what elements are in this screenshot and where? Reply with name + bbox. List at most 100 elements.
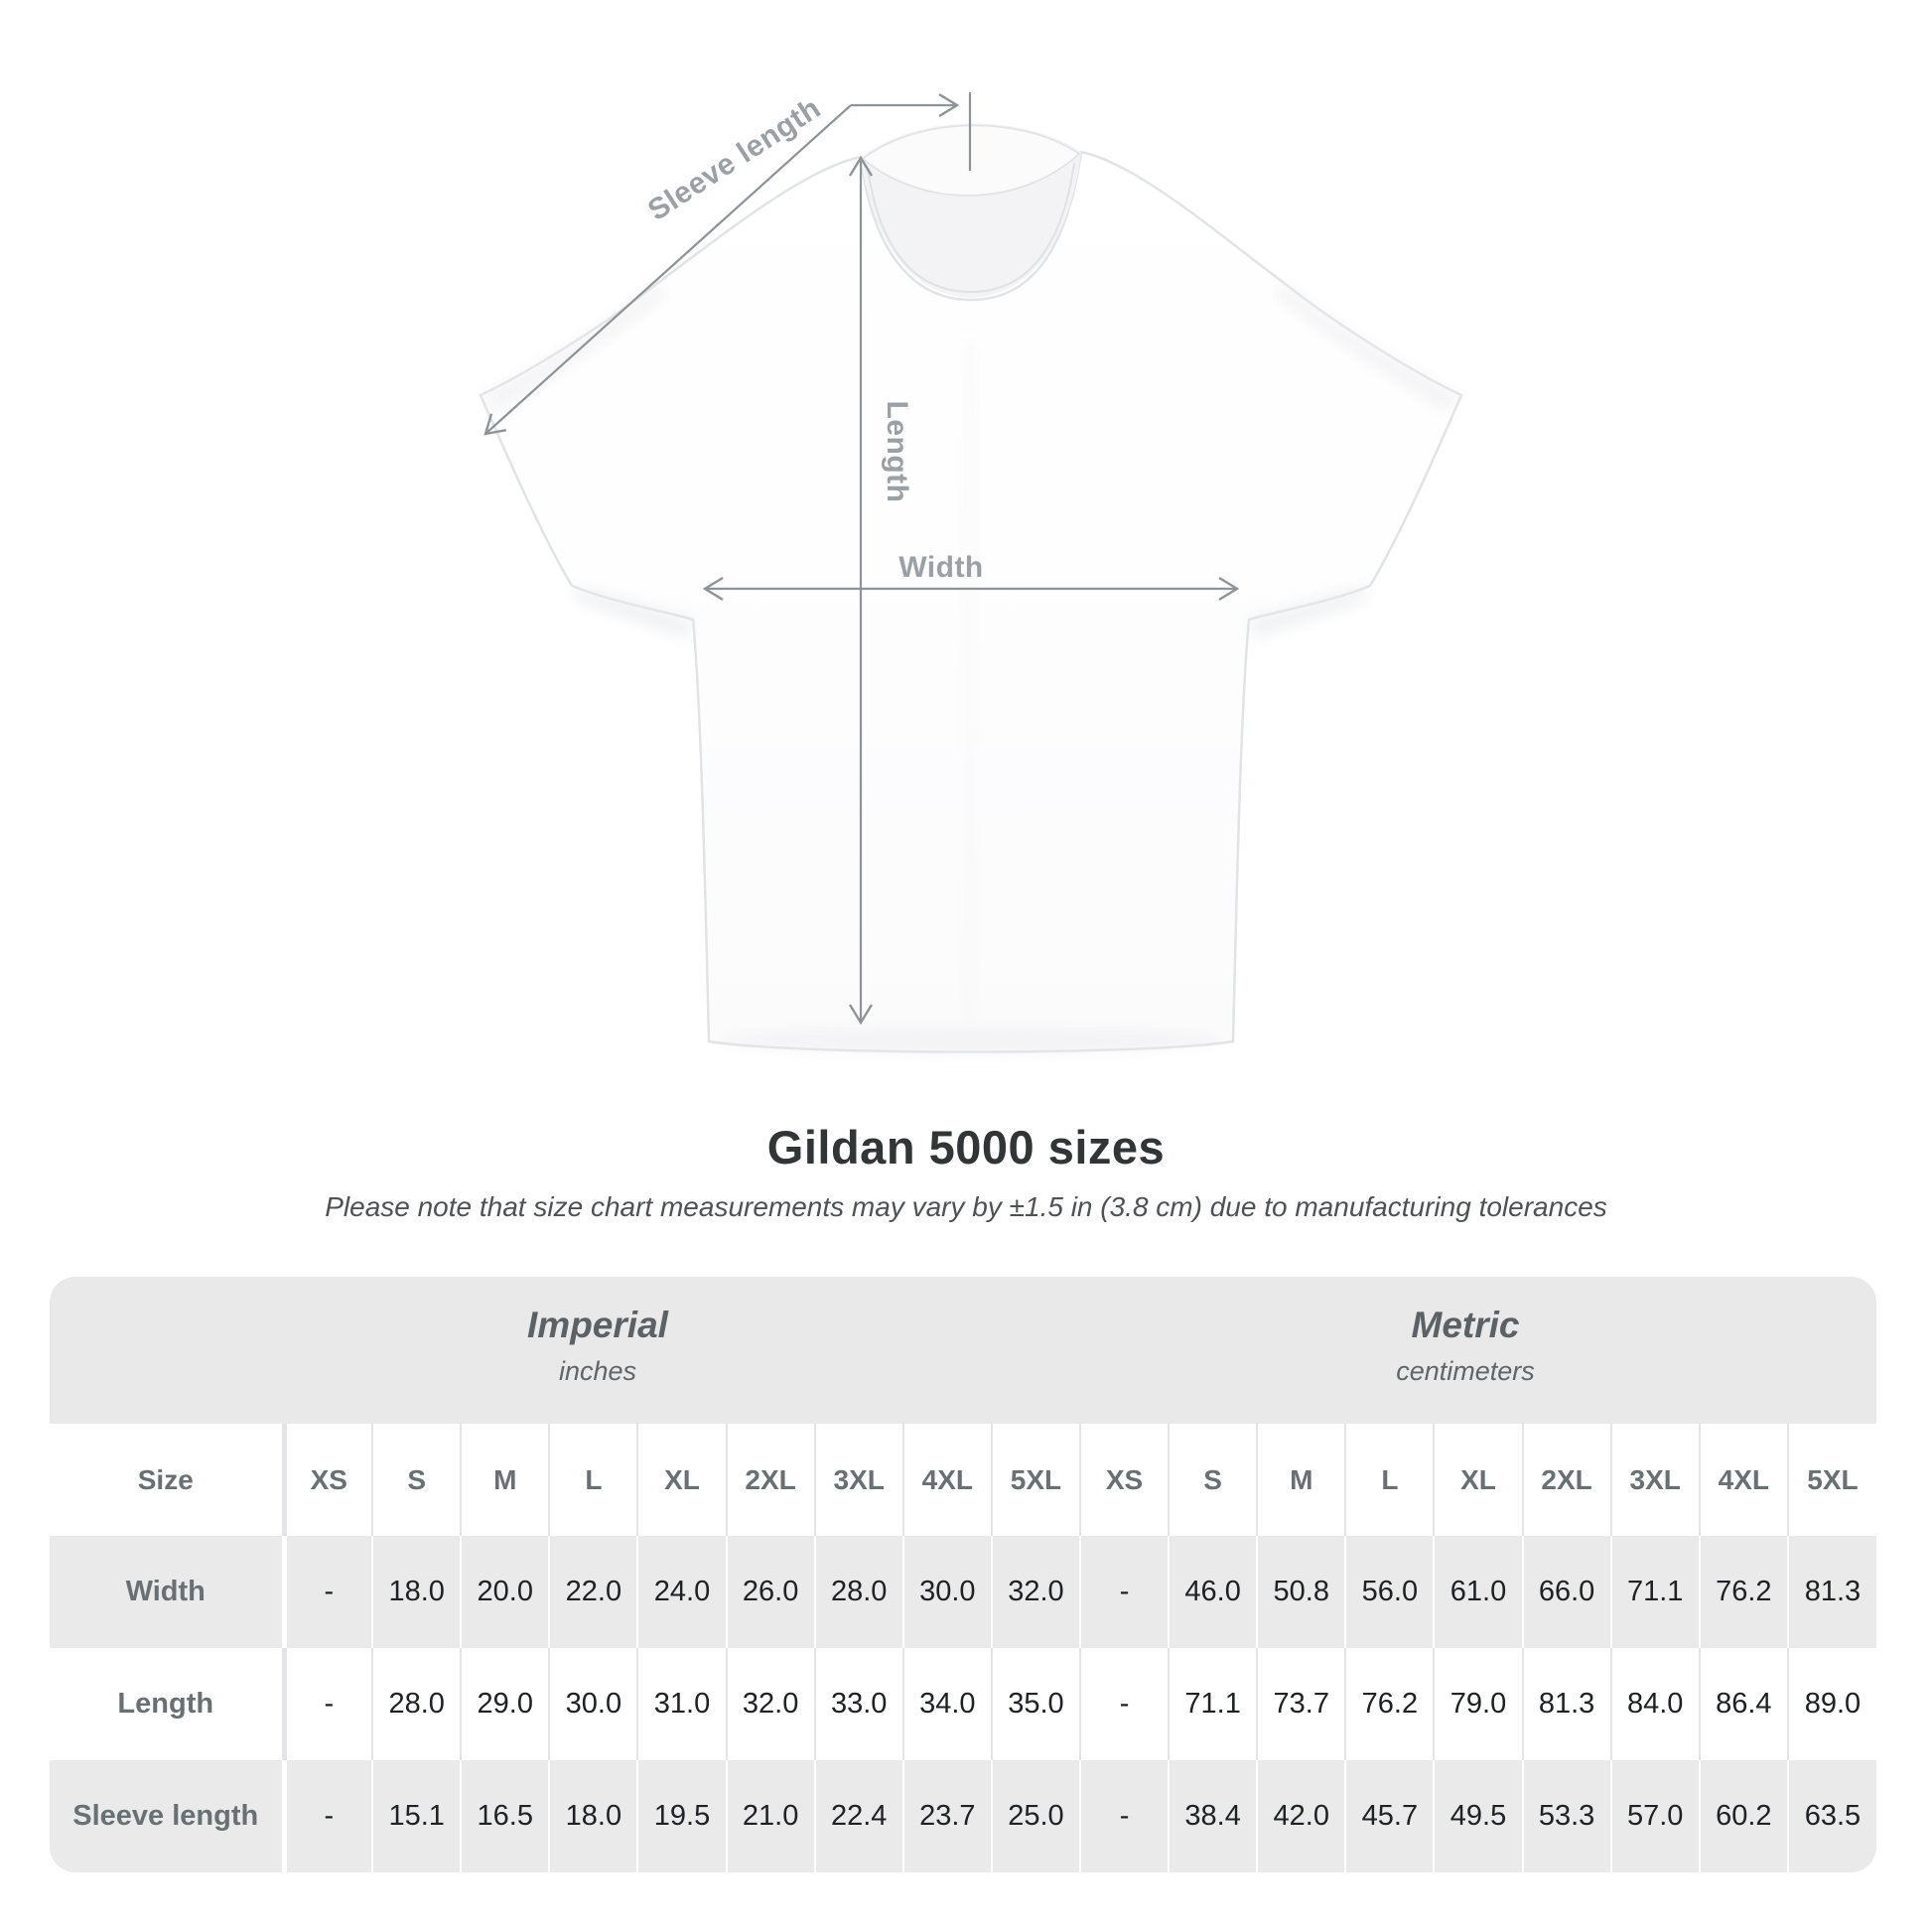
measurement-row: Width -18.0 20.0 22.0 24.0 26.0 28.0 30.0 32.0-4… bbox=[50, 1536, 1876, 1648]
size-column-header: 5XL bbox=[990, 1424, 1080, 1536]
measurement-cell: 38.4 bbox=[1168, 1760, 1258, 1872]
measurement-cell: 84.0 bbox=[1609, 1648, 1700, 1760]
measurement-cell: - bbox=[1078, 1536, 1170, 1648]
measurement-cell: 29.0 bbox=[460, 1648, 550, 1760]
measurement-row: Length -28.0 29.0 30.0 31.0 32.0 33.0 34.0 35.0-… bbox=[50, 1648, 1876, 1760]
row-label: Length bbox=[117, 1688, 214, 1720]
measurement-cell: 60.2 bbox=[1698, 1760, 1788, 1872]
width-label: Width bbox=[898, 551, 984, 584]
measurement-cell: 32.0 bbox=[990, 1536, 1080, 1648]
measurement-cell: 46.0 bbox=[1168, 1536, 1258, 1648]
measurement-cell: 32.0 bbox=[725, 1648, 815, 1760]
measurement-cell: 61.0 bbox=[1433, 1536, 1523, 1648]
sleeve-length-line-diagonal bbox=[483, 104, 852, 436]
measurement-cell: 81.3 bbox=[1786, 1536, 1876, 1648]
size-table: Size XS S M L XL 2XL 3XL 4XL 5XL XS S M L XL 2XL 3XL 4XL 5… bbox=[50, 1424, 1876, 1872]
imperial-group: Imperial inches bbox=[269, 1277, 926, 1424]
measurement-cell: 23.7 bbox=[901, 1760, 992, 1872]
measurement-cell: 19.5 bbox=[636, 1760, 727, 1872]
measurement-cell: 56.0 bbox=[1344, 1536, 1435, 1648]
measurement-cell: 22.4 bbox=[813, 1760, 903, 1872]
size-column-header: 4XL bbox=[901, 1424, 992, 1536]
measurement-cell: 66.0 bbox=[1521, 1536, 1611, 1648]
tshirt-illustration bbox=[479, 92, 1463, 1053]
measurement-cell: 25.0 bbox=[990, 1760, 1080, 1872]
measurement-cell: 76.2 bbox=[1698, 1536, 1788, 1648]
metric-unit-label: centimeters bbox=[1396, 1356, 1535, 1386]
measurement-cell: - bbox=[1078, 1648, 1170, 1760]
measurement-row: Sleeve length -15.1 16.5 18.0 19.5 21.0 22.4 23… bbox=[50, 1760, 1876, 1872]
size-column-header: 3XL bbox=[1609, 1424, 1700, 1536]
size-column-header: S bbox=[371, 1424, 462, 1536]
size-column-header: M bbox=[460, 1424, 550, 1536]
measurement-cell: 26.0 bbox=[725, 1536, 815, 1648]
unit-header-band: Imperial inches Metric centimeters bbox=[50, 1277, 1876, 1424]
measurement-cell: 22.0 bbox=[548, 1536, 638, 1648]
measurement-cell: 73.7 bbox=[1256, 1648, 1346, 1760]
measurement-cell: 18.0 bbox=[371, 1536, 462, 1648]
size-column-header: L bbox=[1344, 1424, 1435, 1536]
measurement-cell: 30.0 bbox=[901, 1536, 992, 1648]
measurement-cell: - bbox=[281, 1648, 373, 1760]
metric-label: Metric bbox=[1411, 1305, 1520, 1345]
measurement-cell: 79.0 bbox=[1433, 1648, 1523, 1760]
dimension-lines bbox=[483, 92, 1240, 1026]
size-column-header: 5XL bbox=[1786, 1424, 1876, 1536]
measurement-cell: 20.0 bbox=[460, 1536, 550, 1648]
measurement-cell: 31.0 bbox=[636, 1648, 727, 1760]
size-column-header: 3XL bbox=[813, 1424, 903, 1536]
measurement-cell: 81.3 bbox=[1521, 1648, 1611, 1760]
size-column-header: XL bbox=[1433, 1424, 1523, 1536]
measurement-cell: 18.0 bbox=[548, 1760, 638, 1872]
size-corner-label: Size bbox=[137, 1463, 194, 1495]
measurement-cell: - bbox=[281, 1760, 373, 1872]
page-title: Gildan 5000 sizes bbox=[766, 1121, 1166, 1173]
imperial-unit-label: inches bbox=[558, 1356, 637, 1386]
measurement-cell: 28.0 bbox=[813, 1536, 903, 1648]
measurement-cell: 34.0 bbox=[901, 1648, 992, 1760]
size-column-header: XS bbox=[281, 1424, 373, 1536]
measurement-cell: 86.4 bbox=[1698, 1648, 1788, 1760]
measurement-cell: 16.5 bbox=[460, 1760, 550, 1872]
tshirt-measurement-diagram: Sleeve length Length Width bbox=[479, 91, 1463, 1053]
measurement-cell: 42.0 bbox=[1256, 1760, 1346, 1872]
measurement-cell: 28.0 bbox=[371, 1648, 462, 1760]
size-table-card: Imperial inches Metric centimeters Size X… bbox=[50, 1277, 1876, 1872]
size-column-header: 4XL bbox=[1698, 1424, 1788, 1536]
size-column-header: XL bbox=[636, 1424, 727, 1536]
size-column-header: 2XL bbox=[725, 1424, 815, 1536]
measurement-cell: 71.1 bbox=[1168, 1648, 1258, 1760]
measurement-cell: - bbox=[1078, 1760, 1170, 1872]
measurement-cell: 53.3 bbox=[1521, 1760, 1611, 1872]
measurement-cell: 50.8 bbox=[1256, 1536, 1346, 1648]
tshirt-body bbox=[479, 123, 1463, 1053]
size-column-header: XS bbox=[1078, 1424, 1170, 1536]
measurement-cell: 57.0 bbox=[1609, 1760, 1700, 1872]
measurement-cell: 76.2 bbox=[1344, 1648, 1435, 1760]
size-column-header: S bbox=[1168, 1424, 1258, 1536]
measurement-cell: 21.0 bbox=[725, 1760, 815, 1872]
size-column-header: M bbox=[1256, 1424, 1346, 1536]
imperial-label: Imperial bbox=[527, 1305, 668, 1345]
measurement-cell: 45.7 bbox=[1344, 1760, 1435, 1872]
measurement-cell: 33.0 bbox=[813, 1648, 903, 1760]
measurement-cell: 49.5 bbox=[1433, 1760, 1523, 1872]
measurement-cell: 71.1 bbox=[1609, 1536, 1700, 1648]
size-column-header: 2XL bbox=[1521, 1424, 1611, 1536]
row-label: Width bbox=[125, 1576, 206, 1607]
measurement-cell: 63.5 bbox=[1786, 1760, 1876, 1872]
length-label: Length bbox=[881, 400, 913, 503]
measurement-cell: 15.1 bbox=[371, 1760, 462, 1872]
measurement-cell: 89.0 bbox=[1786, 1648, 1876, 1760]
metric-group: Metric centimeters bbox=[1137, 1277, 1794, 1424]
measurement-cell: 30.0 bbox=[548, 1648, 638, 1760]
size-header-row: Size XS S M L XL 2XL 3XL 4XL 5XL XS S M L XL 2XL 3XL 4XL 5… bbox=[50, 1424, 1876, 1536]
row-label: Sleeve length bbox=[72, 1800, 259, 1832]
measurement-cell: 24.0 bbox=[636, 1536, 727, 1648]
collar bbox=[861, 123, 1081, 298]
size-column-header: L bbox=[548, 1424, 638, 1536]
measurement-cell: - bbox=[281, 1536, 373, 1648]
measurement-cell: 35.0 bbox=[990, 1648, 1080, 1760]
tolerance-note: Please note that size chart measurements… bbox=[325, 1191, 1607, 1222]
